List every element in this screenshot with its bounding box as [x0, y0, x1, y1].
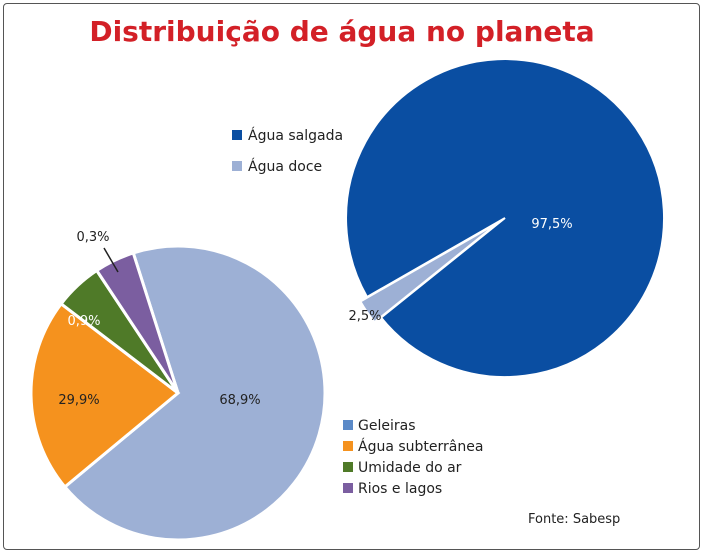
- pie-chart-fresh-water: 68,9% 29,9% 0,9% 0,3%: [29, 230, 327, 542]
- slice-label-agua-subterranea: 29,9%: [58, 393, 99, 408]
- legend-swatch-agua-doce: [232, 161, 242, 171]
- chart-frame: [3, 3, 700, 550]
- legend-label-agua-salgada: Água salgada: [248, 127, 343, 144]
- legend-label-agua-doce: Água doce: [248, 158, 322, 175]
- legend-label-agua-subterranea: Água subterrânea: [358, 438, 483, 455]
- pie-slice-agua-doce: [359, 221, 500, 324]
- legend-label-geleiras: Geleiras: [358, 418, 415, 434]
- legend-label-umidade-do-ar: Umidade do ar: [358, 460, 462, 476]
- legend-swatch-rios-e-lagos: [343, 483, 353, 493]
- pie-slice-agua-salgada: [345, 58, 665, 378]
- legend-swatch-geleiras: [343, 420, 353, 430]
- legend-swatch-umidade-do-ar: [343, 462, 353, 472]
- legend-label-rios-e-lagos: Rios e lagos: [358, 481, 442, 497]
- legend-fresh-water: Geleiras Água subterrânea Umidade do ar Rio…: [343, 418, 483, 497]
- leader-line-rios-e-lagos: [103, 247, 119, 273]
- slice-label-rios-e-lagos: 0,3%: [76, 230, 109, 245]
- legend-total-water: Água salgada Água doce: [232, 127, 343, 175]
- slice-label-agua-salgada: 97,5%: [531, 217, 572, 232]
- slice-label-geleiras: 68,9%: [219, 393, 260, 408]
- slice-label-agua-doce: 2,5%: [348, 309, 381, 324]
- pie-slice-agua-subterranea: [29, 301, 181, 489]
- legend-swatch-agua-subterranea: [343, 441, 353, 451]
- slice-label-umidade-do-ar: 0,9%: [67, 314, 100, 329]
- legend-swatch-agua-salgada: [232, 130, 242, 140]
- pie-chart-total-water: 97,5% 2,5%: [345, 58, 665, 378]
- chart-title: Distribuição de água no planeta: [89, 15, 594, 48]
- source-note: Fonte: Sabesp: [528, 512, 620, 527]
- pie-slice-geleiras: [62, 244, 327, 542]
- pie-slice-rios-e-lagos: [94, 251, 180, 394]
